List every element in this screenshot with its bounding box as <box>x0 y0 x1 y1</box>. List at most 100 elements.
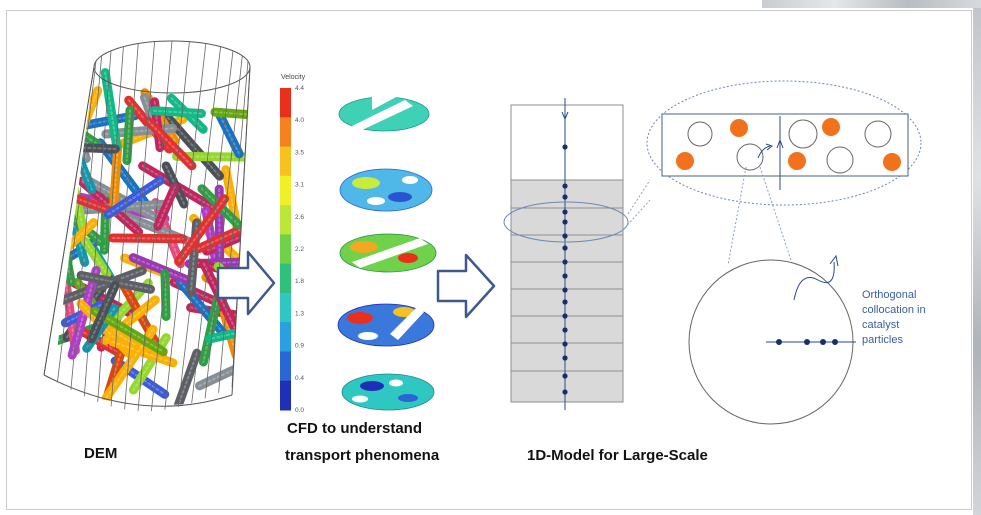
slice-3-patch-b <box>398 253 418 263</box>
dem-rod-mesh <box>125 109 131 162</box>
colorbar-tick-label: 4.4 <box>295 85 304 92</box>
slice-5-hole-b <box>352 395 368 403</box>
column-node-dot <box>562 209 568 215</box>
dem-rod-mesh <box>156 186 176 228</box>
dem-rod-mesh <box>219 115 241 155</box>
dem-packed-bed <box>43 40 251 412</box>
colorbar-tick-label: 0.4 <box>295 375 304 382</box>
zoom-connector-2 <box>621 199 651 232</box>
dem-rod <box>210 107 250 121</box>
cylinder-bottom-rim <box>43 374 233 407</box>
background-strip-right <box>973 8 981 515</box>
colorbar-tick-label: 0.0 <box>295 407 304 414</box>
catalyst-particle-detail: Orthogonal collocation in catalyst parti… <box>688 254 926 425</box>
empty-particle <box>788 119 818 149</box>
slice-2-patch-b <box>388 192 412 202</box>
dem-rod-mesh <box>173 281 221 305</box>
cylinder-line <box>164 43 207 410</box>
cylinder-line <box>137 40 173 412</box>
slice-4-hole <box>358 332 378 340</box>
colorbar-title: Velocity <box>281 74 306 81</box>
column-node-dot <box>562 341 568 347</box>
cylinder-line <box>57 61 97 383</box>
column-node-dot <box>562 233 568 239</box>
caption-cfd-line-1: CFD to understand <box>287 420 422 437</box>
dem-rod <box>86 281 120 344</box>
column-node-dot <box>562 313 568 319</box>
cfd-slice-2 <box>339 168 433 212</box>
dem-rod-mesh <box>52 144 117 150</box>
slice-5-patch-a <box>360 381 384 391</box>
collocation-point <box>776 339 782 345</box>
dem-rod <box>108 337 178 368</box>
colorbar-tick-label: 3.5 <box>295 149 304 156</box>
dem-rod-mesh <box>68 148 72 216</box>
zoomed-slice <box>646 80 922 266</box>
collocation-point <box>820 339 826 345</box>
annotation-line-1: Orthogonal <box>862 289 916 301</box>
catalyst-particle <box>788 152 806 170</box>
colorbar-cell <box>280 380 291 411</box>
dem-rod <box>128 253 192 285</box>
dem-rod-mesh <box>59 269 144 302</box>
dem-rod-mesh <box>213 111 250 117</box>
column-node-dot <box>562 355 568 361</box>
process-arrow-2 <box>436 253 496 319</box>
dem-rod-mesh <box>202 262 238 334</box>
cylinder-top-rim <box>93 40 251 94</box>
column-node-dot <box>562 327 568 333</box>
colorbar-tick-label: 1.8 <box>295 278 304 285</box>
colorbar-tick-label: 2.6 <box>295 214 304 221</box>
slice-2-hole-a <box>402 176 418 184</box>
dem-rod-mesh <box>147 120 193 167</box>
column-empty-zone <box>510 104 624 181</box>
column-node-dot <box>562 259 568 265</box>
dem-rod <box>100 68 122 152</box>
colorbar-cell <box>280 146 291 177</box>
empty-particle <box>826 146 854 174</box>
dem-rod-mesh <box>153 109 203 115</box>
slice-2-patch-a <box>352 177 380 189</box>
dem-rod-mesh <box>84 240 108 276</box>
zoom-connector-4 <box>759 166 793 264</box>
dem-rod-mesh <box>208 327 250 340</box>
cylinder-line <box>124 41 155 410</box>
cylinder-line <box>177 46 221 408</box>
dem-rod-mesh <box>175 155 250 159</box>
annotation-leader <box>793 261 835 301</box>
colorbar-cell <box>280 88 291 118</box>
process-arrow-1 <box>216 250 276 316</box>
one-d-model-column <box>503 98 651 410</box>
column-node-dot <box>562 194 568 200</box>
catalyst-particle <box>822 118 840 136</box>
dem-rod <box>149 106 206 118</box>
cylinder-line <box>83 50 112 397</box>
dem-rod <box>80 236 112 279</box>
dem-rod <box>103 176 165 219</box>
dem-rod <box>61 83 91 164</box>
column-inflow-arrow <box>561 111 569 121</box>
cylinder-vertical-lines <box>43 40 251 412</box>
slice-1-gap <box>352 100 413 131</box>
slice-4-patch-a <box>347 312 373 324</box>
column-node-dot <box>562 389 568 395</box>
dem-rod-mesh <box>224 168 240 234</box>
cfd-slice-4 <box>337 303 435 347</box>
dem-rod <box>143 116 197 171</box>
dem-rod-mesh <box>177 352 198 405</box>
cylinder-left-edge <box>43 66 95 376</box>
catalyst-particle <box>883 153 901 171</box>
flow-arrow-curve <box>757 145 771 159</box>
dem-rod-mesh <box>52 114 137 134</box>
slice-5-fill <box>341 373 435 411</box>
dem-rod-mesh <box>104 71 118 149</box>
cfd-cross-sections <box>337 96 437 411</box>
cylinder-line <box>191 50 234 404</box>
catalyst-particle <box>730 119 748 137</box>
colorbar-cell <box>280 292 291 323</box>
colorbar-cell <box>280 263 291 294</box>
dem-rod-mesh <box>112 143 119 213</box>
slice-5-hole-a <box>389 379 403 387</box>
column-node-dot <box>562 299 568 305</box>
